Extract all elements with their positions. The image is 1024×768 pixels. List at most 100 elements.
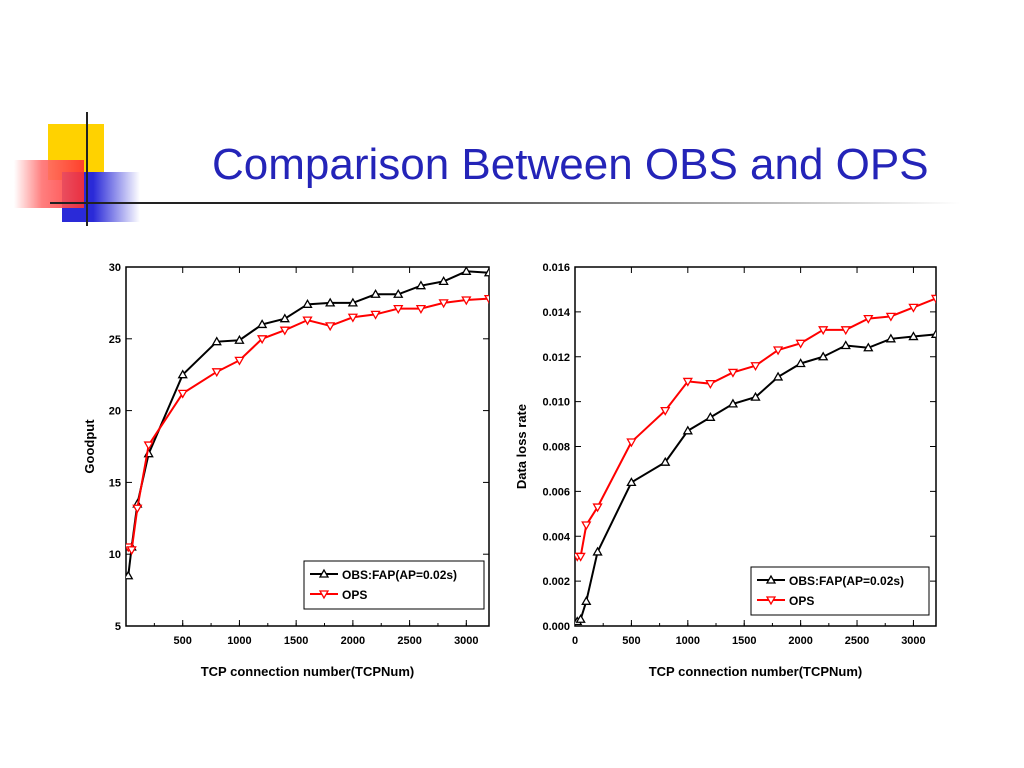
x-axis-label: TCP connection number(TCPNum) (201, 664, 415, 679)
y-tick-label: 30 (109, 262, 121, 274)
x-tick-label: 2000 (788, 635, 812, 647)
data-point (132, 504, 143, 514)
data-point (660, 456, 671, 466)
data-point (461, 267, 472, 275)
data-point (727, 398, 739, 408)
data-point (234, 334, 245, 344)
y-tick-label: 0.006 (542, 486, 570, 498)
deco-vertical-line (86, 112, 88, 226)
series-line (127, 297, 489, 552)
data-point (818, 326, 829, 336)
data-point (318, 590, 330, 600)
data-point (302, 316, 313, 326)
data-point (908, 331, 919, 341)
data-point (930, 294, 936, 304)
data-point (772, 346, 784, 356)
data-point (211, 368, 222, 378)
data-point (930, 329, 936, 338)
x-tick-label: 2500 (397, 635, 421, 647)
series-obs (126, 267, 489, 580)
data-point (211, 336, 222, 346)
series-line (127, 270, 489, 576)
slide-title: Comparison Between OBS and OPS (212, 140, 929, 189)
data-point (765, 596, 777, 606)
y-axis-label: Goodput (82, 419, 97, 474)
data-point (592, 503, 603, 513)
data-point (461, 296, 472, 306)
data-point (863, 342, 874, 352)
x-tick-label: 2000 (341, 635, 365, 647)
data-point (727, 368, 739, 378)
x-tick-label: 1500 (284, 635, 308, 647)
data-point (483, 294, 489, 304)
data-point (393, 304, 404, 314)
data-point (626, 477, 637, 487)
y-tick-label: 20 (109, 406, 121, 418)
series-line (576, 333, 936, 623)
data-point (581, 596, 592, 605)
data-point (863, 314, 874, 324)
x-tick-label: 500 (174, 635, 192, 647)
data-point (279, 326, 290, 336)
data-point (626, 438, 637, 448)
data-point (325, 322, 336, 332)
y-tick-label: 5 (115, 621, 121, 633)
data-point (575, 613, 586, 623)
data-point (177, 369, 188, 379)
x-tick-label: 500 (622, 635, 640, 647)
data-point (318, 568, 330, 578)
data-point (660, 406, 671, 416)
data-point (438, 276, 449, 286)
y-tick-label: 0.012 (542, 352, 570, 364)
data-point (257, 335, 268, 345)
data-point (575, 552, 586, 562)
plot-frame (574, 266, 937, 627)
x-tick-label: 0 (572, 635, 578, 647)
data-point (126, 570, 134, 580)
x-axis-label: TCP connection number(TCPNum) (649, 664, 863, 679)
x-tick-label: 2500 (845, 635, 869, 647)
data-point (795, 339, 806, 349)
series-obs (575, 329, 936, 626)
legend: OBS:FAP(AP=0.02s) OPS (303, 560, 485, 610)
data-point (682, 425, 693, 435)
data-point (347, 313, 358, 323)
data-point (393, 288, 404, 298)
series-ops (126, 294, 489, 556)
data-point (279, 313, 290, 323)
y-tick-label: 0.000 (542, 621, 570, 633)
y-tick-label: 0.014 (542, 307, 570, 319)
data-point (126, 546, 137, 556)
data-point (682, 377, 693, 387)
y-tick-label: 25 (109, 334, 121, 346)
y-tick-label: 0.002 (542, 576, 570, 588)
legend-box (750, 566, 930, 616)
legend-label: OBS:FAP(AP=0.02s) (789, 574, 904, 588)
legend: OBS:FAP(AP=0.02s) OPS (750, 566, 930, 616)
legend-label: OPS (789, 594, 814, 608)
deco-red-square (14, 160, 84, 208)
data-point (765, 574, 777, 584)
data-point (234, 356, 245, 366)
y-tick-label: 0.016 (542, 262, 570, 274)
data-point (325, 297, 336, 307)
data-point (370, 310, 381, 320)
data-point (885, 333, 896, 343)
data-point (840, 326, 851, 336)
series-ops (575, 294, 936, 562)
data-point (302, 299, 313, 308)
data-point (885, 312, 896, 322)
legend-label: OPS (342, 588, 367, 602)
x-tick-label: 1500 (732, 635, 756, 647)
data-point (750, 362, 761, 372)
data-point (772, 371, 784, 381)
data-point (705, 380, 716, 389)
data-point (592, 546, 603, 556)
x-tick-label: 3000 (454, 635, 478, 647)
data-point (347, 297, 358, 307)
data-point (438, 299, 449, 309)
y-axis-label: Data loss rate (514, 404, 529, 489)
data-point (705, 412, 716, 421)
